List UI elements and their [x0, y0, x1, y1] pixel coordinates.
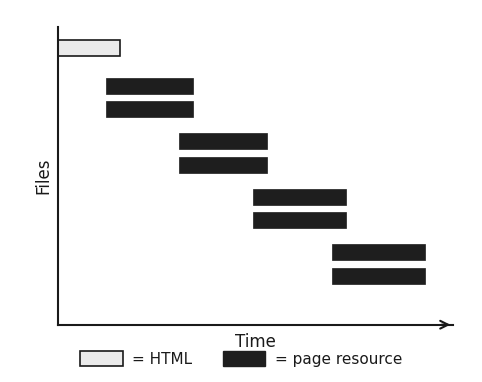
- Bar: [253, 212, 346, 228]
- Bar: [106, 101, 193, 117]
- X-axis label: Time: Time: [235, 333, 276, 351]
- Bar: [179, 157, 267, 173]
- Bar: [253, 189, 346, 205]
- Bar: [332, 268, 425, 284]
- Bar: [332, 244, 425, 261]
- Bar: [106, 78, 193, 94]
- Bar: [179, 133, 267, 149]
- Legend: = HTML, = page resource: = HTML, = page resource: [74, 345, 408, 373]
- Bar: [58, 40, 120, 56]
- Y-axis label: Files: Files: [34, 157, 52, 194]
